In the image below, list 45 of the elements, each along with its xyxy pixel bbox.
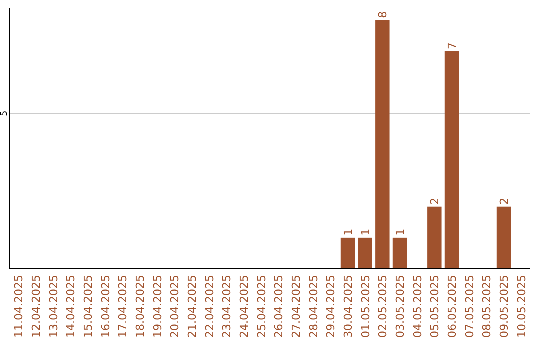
- bar: [428, 206, 442, 269]
- x-tick-label: 08.05.2025: [480, 275, 494, 338]
- x-tick-label: 01.05.2025: [359, 275, 372, 338]
- x-tick-label: 29.04.2025: [324, 275, 338, 338]
- x-tick-label: 23.04.2025: [220, 275, 234, 338]
- data-label: 2: [428, 198, 442, 205]
- x-tick-label: 26.04.2025: [272, 275, 286, 338]
- data-label: 1: [359, 228, 372, 236]
- data-label: 8: [376, 11, 390, 18]
- x-tick-label: 19.04.2025: [151, 275, 164, 338]
- data-label: 1: [342, 228, 355, 236]
- x-tick-label: 06.05.2025: [446, 275, 459, 338]
- x-tick-label: 25.04.2025: [255, 275, 268, 338]
- x-tick-label: 22.04.2025: [203, 275, 216, 338]
- x-tick-label: 07.05.2025: [463, 275, 476, 338]
- bar: [358, 238, 372, 269]
- x-tick-label: 21.04.2025: [186, 275, 199, 338]
- data-label: 1: [394, 228, 407, 236]
- x-tick-label: 05.05.2025: [428, 275, 442, 338]
- x-tick-label: 30.04.2025: [342, 275, 355, 338]
- x-tick-label: 18.04.2025: [134, 275, 147, 338]
- x-tick-label: 15.04.2025: [82, 275, 95, 338]
- x-tick-label: 24.04.2025: [238, 275, 251, 338]
- x-tick-label: 03.05.2025: [394, 275, 407, 338]
- x-tick-label: 10.05.2025: [515, 275, 528, 338]
- x-tick-label: 28.04.2025: [307, 275, 320, 338]
- data-label: 2: [498, 198, 511, 205]
- x-tick-label: 16.04.2025: [99, 275, 112, 338]
- x-tick-label: 12.04.2025: [30, 275, 43, 338]
- x-tick-label: 20.04.2025: [168, 275, 182, 338]
- x-tick-label: 14.04.2025: [64, 275, 78, 338]
- data-label: 7: [446, 42, 459, 50]
- bar: [376, 20, 390, 269]
- x-tick-label: 09.05.2025: [498, 275, 511, 338]
- x-tick-label: 04.05.2025: [411, 275, 424, 338]
- bar: [392, 238, 408, 269]
- bar: [444, 52, 460, 269]
- x-tick-label: 17.04.2025: [116, 275, 130, 338]
- x-tick-label: 27.04.2025: [290, 275, 303, 338]
- x-tick-label: 13.04.2025: [47, 275, 60, 338]
- bar: [340, 238, 356, 269]
- x-tick-label: 02.05.2025: [376, 275, 390, 338]
- x-tick-label: 11.04.2025: [12, 275, 26, 338]
- y-tick-label: 5: [0, 110, 10, 117]
- bar: [496, 206, 512, 269]
